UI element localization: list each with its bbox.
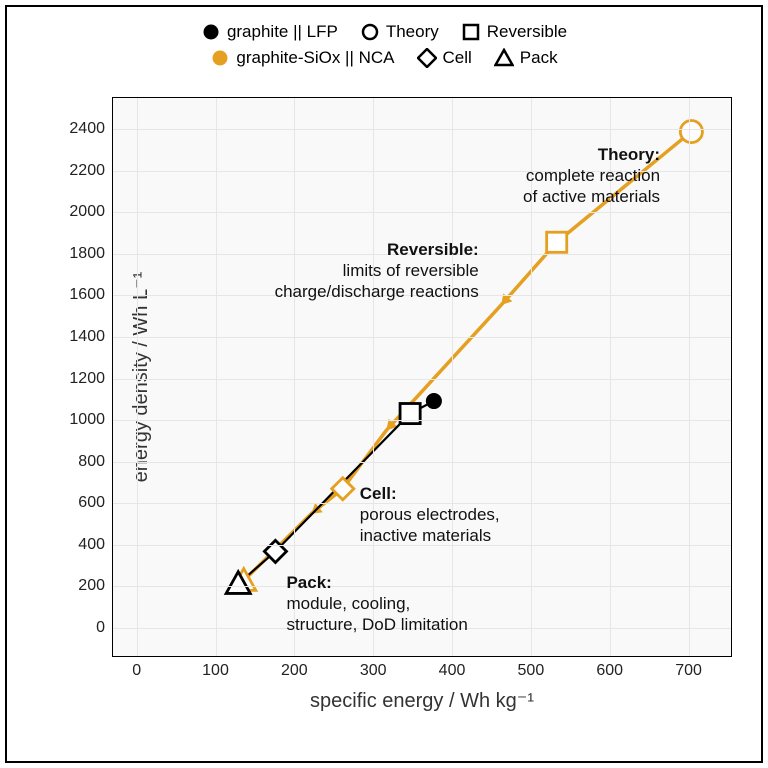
x-tick: 500	[518, 656, 545, 680]
y-tick: 800	[78, 453, 113, 471]
marker-nca-circle-open	[680, 121, 702, 143]
x-tick: 0	[132, 656, 141, 680]
legend-marker-pack	[494, 48, 514, 68]
annotation-reversible: Reversible:limits of reversiblecharge/di…	[275, 239, 479, 302]
marker-nca-square-open	[547, 232, 567, 252]
marker-lfp-circle-filled	[426, 393, 442, 409]
legend-marker-theory	[360, 22, 380, 42]
legend-label-pack: Pack	[520, 45, 558, 71]
y-tick: 1600	[69, 286, 113, 304]
legend-item-cell: Cell	[417, 45, 472, 71]
legend-item-pack: Pack	[494, 45, 558, 71]
x-tick: 700	[675, 656, 702, 680]
y-tick: 1400	[69, 328, 113, 346]
legend-item-nca: graphite-SiOx || NCA	[210, 45, 394, 71]
x-axis-label: specific energy / Wh kg⁻¹	[310, 688, 534, 713]
legend-label-theory: Theory	[386, 19, 439, 45]
annotation-theory: Theory:complete reactionof active materi…	[523, 144, 660, 207]
legend-label-lfp: graphite || LFP	[227, 19, 338, 45]
y-tick: 1000	[69, 411, 113, 429]
scatter-plot: specific energy / Wh kg⁻¹ energy density…	[112, 97, 732, 657]
y-tick: 200	[78, 577, 113, 595]
annotation-cell: Cell:porous electrodes,inactive material…	[360, 483, 500, 546]
legend-label-reversible: Reversible	[487, 19, 567, 45]
y-tick: 1200	[69, 370, 113, 388]
legend-item-theory: Theory	[360, 19, 439, 45]
legend-row-2: graphite-SiOx || NCA Cell Pack	[7, 45, 761, 71]
y-tick: 600	[78, 494, 113, 512]
x-tick: 400	[439, 656, 466, 680]
legend: graphite || LFP Theory Reversible graphite…	[7, 19, 761, 71]
y-tick: 2200	[69, 162, 113, 180]
y-tick: 0	[96, 619, 113, 637]
figure-frame: graphite || LFP Theory Reversible graphite…	[5, 5, 763, 763]
x-tick: 300	[360, 656, 387, 680]
legend-marker-cell	[417, 48, 437, 68]
y-tick: 1800	[69, 245, 113, 263]
legend-item-reversible: Reversible	[461, 19, 567, 45]
y-tick: 2400	[69, 120, 113, 138]
y-tick: 400	[78, 536, 113, 554]
legend-marker-reversible	[461, 22, 481, 42]
y-tick: 2000	[69, 203, 113, 221]
x-tick: 100	[202, 656, 229, 680]
annotation-pack: Pack:module, cooling,structure, DoD limi…	[286, 572, 467, 635]
x-tick: 200	[281, 656, 308, 680]
legend-label-nca: graphite-SiOx || NCA	[236, 45, 394, 71]
legend-row-1: graphite || LFP Theory Reversible	[7, 19, 761, 45]
legend-marker-lfp	[201, 22, 221, 42]
legend-marker-nca	[210, 48, 230, 68]
x-tick: 600	[596, 656, 623, 680]
y-axis-label: energy density / Wh L⁻¹	[128, 272, 153, 483]
legend-label-cell: Cell	[443, 45, 472, 71]
legend-item-lfp: graphite || LFP	[201, 19, 338, 45]
